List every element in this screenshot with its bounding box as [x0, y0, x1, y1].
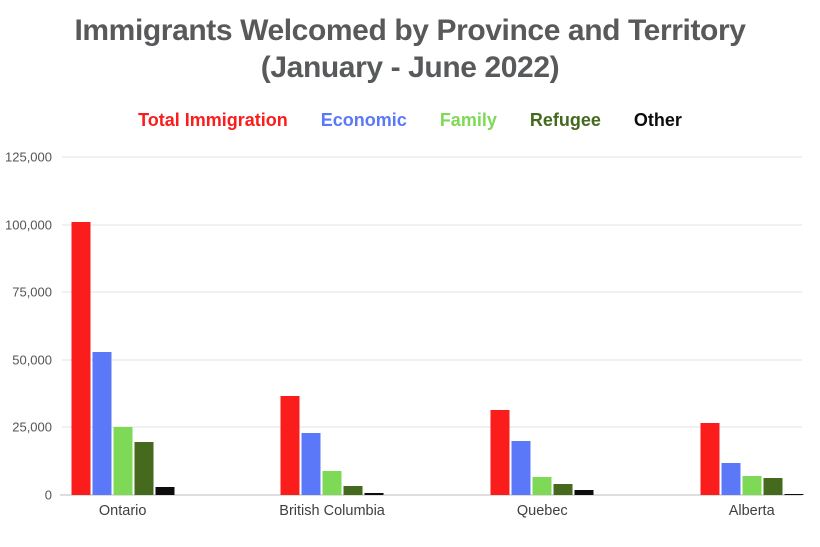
bar-group-british-columbia	[280, 157, 384, 495]
bar-refugee-ontario	[134, 442, 154, 495]
y-tick-label-100000: 100,000	[5, 217, 52, 233]
x-tick-label-ontario: Ontario	[98, 503, 147, 519]
bar-economic-british-columbia	[301, 432, 321, 495]
gridline-100000	[62, 223, 802, 226]
bar-family-alberta	[742, 476, 762, 495]
chart-title-line1: Immigrants Welcomed by Province and Terr…	[74, 14, 746, 47]
y-tick-label-0: 0	[44, 487, 52, 503]
bar-refugee-british-columbia	[343, 485, 363, 495]
bar-other-ontario	[155, 486, 175, 495]
legend-item-economic: Economic	[320, 110, 407, 130]
x-tick-label-alberta: Alberta	[728, 503, 775, 519]
bar-family-ontario	[113, 427, 133, 495]
legend-item-other: Other	[633, 110, 682, 130]
bar-group-quebec	[490, 157, 594, 495]
bar-refugee-quebec	[553, 484, 573, 495]
legend-item-total-immigration: Total Immigration	[138, 110, 288, 130]
bar-other-quebec	[574, 489, 594, 495]
gridline-25000	[62, 426, 802, 429]
bar-total-immigration-british-columbia	[280, 396, 300, 495]
x-tick-label-british-columbia: British Columbia	[279, 503, 385, 519]
bar-family-quebec	[532, 477, 552, 495]
gridline-75000	[62, 291, 802, 294]
y-tick-label-75000: 75,000	[12, 284, 52, 300]
plot-area: 0 25,000 50,000 75,000 100,000 125,000 Ontario…	[5, 150, 804, 519]
bar-total-immigration-ontario	[71, 221, 91, 495]
bar-other-british-columbia	[364, 493, 384, 495]
x-tick-label-quebec: Quebec	[516, 503, 568, 519]
y-tick-label-25000: 25,000	[12, 419, 52, 435]
gridline-50000	[62, 358, 802, 361]
legend-item-family: Family	[439, 110, 497, 130]
chart-title: Immigrants Welcomed by Province and Terr…	[0, 0, 820, 87]
x-axis-baseline	[60, 494, 802, 496]
bar-group-alberta	[700, 157, 804, 495]
chart-title-line2: (January - June 2022)	[260, 50, 560, 84]
bar-refugee-alberta	[763, 478, 783, 495]
gridline-125000	[62, 156, 802, 158]
y-tick-label-50000: 50,000	[12, 352, 52, 368]
bar-other-alberta	[784, 493, 804, 495]
bar-economic-ontario	[92, 351, 112, 495]
bar-economic-alberta	[721, 462, 741, 495]
legend-item-refugee: Refugee	[529, 110, 601, 130]
bar-group-ontario	[71, 157, 175, 495]
bar-total-immigration-alberta	[700, 423, 720, 495]
bar-economic-quebec	[511, 440, 531, 495]
bar-total-immigration-quebec	[490, 409, 510, 495]
chart-legend: Total Immigration Economic Family Refugee Ot…	[0, 110, 820, 131]
y-tick-label-125000: 125,000	[5, 149, 52, 165]
bar-family-british-columbia	[322, 470, 342, 495]
